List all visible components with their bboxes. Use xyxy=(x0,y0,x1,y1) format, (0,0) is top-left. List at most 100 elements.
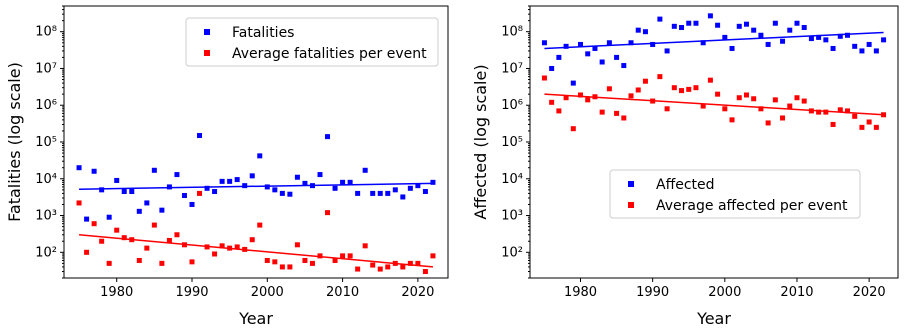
x-tick-label: 1990 xyxy=(175,285,208,300)
data-point xyxy=(159,260,165,266)
x-tick-label: 2000 xyxy=(251,285,284,300)
data-point xyxy=(823,109,829,115)
data-point xyxy=(309,260,315,266)
data-point xyxy=(99,238,105,244)
data-point xyxy=(84,216,90,222)
data-point xyxy=(650,41,656,47)
data-point xyxy=(189,201,195,207)
data-point xyxy=(541,40,547,46)
data-point xyxy=(563,43,569,49)
legend: Affected Average affected per event xyxy=(609,169,861,219)
data-point xyxy=(174,232,180,238)
data-point xyxy=(121,189,127,195)
x-axis-label: Year xyxy=(696,309,731,328)
data-point xyxy=(257,153,263,159)
data-point xyxy=(780,115,786,121)
legend-marker xyxy=(628,181,634,187)
data-point xyxy=(212,251,218,257)
data-point xyxy=(635,27,641,33)
y-axis-label: Affected (log scale) xyxy=(471,64,490,219)
data-point xyxy=(693,20,699,26)
data-point xyxy=(743,92,749,98)
data-point xyxy=(347,253,353,259)
y-tick-label: 10⁵ xyxy=(501,135,523,150)
data-point xyxy=(234,244,240,250)
data-point xyxy=(585,97,591,103)
data-point xyxy=(181,193,187,199)
x-tick-label: 1980 xyxy=(100,285,133,300)
data-point xyxy=(106,214,112,220)
data-point xyxy=(257,222,263,228)
data-point xyxy=(700,40,706,46)
legend-box xyxy=(609,169,861,219)
data-point xyxy=(671,23,677,29)
data-point xyxy=(578,92,584,98)
data-point xyxy=(751,96,757,102)
data-point xyxy=(606,86,612,92)
series-1 xyxy=(541,74,887,132)
data-point xyxy=(657,16,663,22)
data-point xyxy=(212,189,218,195)
data-point xyxy=(837,107,843,113)
legend-label: Affected xyxy=(656,177,715,193)
data-point xyxy=(816,34,822,40)
data-point xyxy=(729,45,735,51)
data-point xyxy=(272,187,278,193)
data-point xyxy=(621,115,627,121)
data-point xyxy=(114,177,120,183)
y-tick-label: 10² xyxy=(35,245,57,260)
data-point xyxy=(362,167,368,173)
x-tick-label: 2000 xyxy=(708,285,741,300)
data-point xyxy=(355,190,361,196)
data-point xyxy=(743,21,749,27)
data-point xyxy=(136,208,142,214)
data-point xyxy=(302,257,308,263)
legend: Fatalities Average fatalities per event xyxy=(185,17,439,67)
data-point xyxy=(758,32,764,38)
data-point xyxy=(197,133,203,139)
data-point xyxy=(272,259,278,265)
legend-marker xyxy=(204,29,210,35)
data-point xyxy=(614,54,620,60)
data-point xyxy=(599,109,605,115)
trend-line xyxy=(79,182,433,190)
data-point xyxy=(136,257,142,263)
data-point xyxy=(765,41,771,47)
data-point xyxy=(859,124,865,130)
x-tick-label: 1990 xyxy=(636,285,669,300)
data-point xyxy=(332,257,338,263)
data-point xyxy=(392,187,398,193)
data-point xyxy=(722,34,728,40)
x-axis-label: Year xyxy=(238,309,273,328)
data-point xyxy=(780,38,786,44)
data-point xyxy=(144,200,150,206)
data-point xyxy=(570,80,576,86)
data-point xyxy=(151,167,157,173)
data-point xyxy=(563,95,569,101)
data-point xyxy=(347,179,353,185)
data-point xyxy=(628,93,634,99)
data-point xyxy=(837,33,843,39)
y-tick-label: 10³ xyxy=(35,209,57,224)
data-point xyxy=(294,174,300,180)
y-tick-label: 10⁴ xyxy=(35,172,57,187)
data-point xyxy=(189,259,195,265)
x-tick-label: 2010 xyxy=(780,285,813,300)
data-point xyxy=(264,257,270,263)
data-point xyxy=(264,184,270,190)
y-tick-label: 10⁵ xyxy=(35,135,57,150)
data-point xyxy=(772,97,778,103)
data-point xyxy=(866,119,872,125)
data-point xyxy=(76,165,82,171)
legend-marker xyxy=(204,50,210,56)
y-tick-label: 10² xyxy=(501,245,523,260)
data-point xyxy=(422,189,428,195)
data-point xyxy=(76,200,82,206)
data-point xyxy=(707,13,713,19)
data-point xyxy=(679,88,685,94)
data-point xyxy=(599,59,605,65)
data-point xyxy=(400,264,406,270)
data-point xyxy=(400,194,406,200)
data-point xyxy=(830,45,836,51)
